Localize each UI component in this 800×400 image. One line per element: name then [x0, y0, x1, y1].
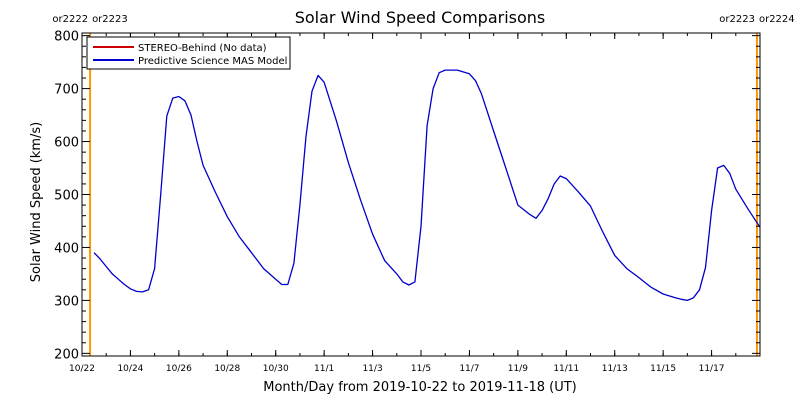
x-tick-label: 11/15 — [650, 364, 676, 374]
y-tick-label: 200 — [54, 347, 79, 362]
x-tick-label: 11/7 — [459, 364, 479, 374]
x-tick-label: 11/17 — [699, 364, 725, 374]
axes: 200 300 400 500 600 700 800 10/22 10/24 10/26 10/2… — [54, 30, 761, 374]
plot-area — [93, 69, 761, 302]
y-tick-label: 500 — [54, 189, 79, 204]
y-tick-label: 700 — [54, 83, 79, 98]
x-tick-label: 10/28 — [214, 364, 240, 374]
y-tick-label: 800 — [54, 30, 79, 45]
rotation-marker-label: or2223 — [719, 14, 755, 25]
rotation-marker-label: or2223 — [92, 14, 128, 25]
x-tick-label: 11/11 — [553, 364, 579, 374]
x-axis-label: Month/Day from 2019-10-22 to 2019-11-18 … — [263, 380, 576, 395]
x-tick-label: 10/26 — [166, 364, 192, 374]
y-tick-label: 400 — [54, 241, 79, 256]
plot-frame — [81, 32, 761, 357]
y-axis-label: Solar Wind Speed (km/s) — [29, 122, 44, 282]
x-tick-label: 10/24 — [117, 364, 143, 374]
rotation-marker-label: or2222 — [52, 14, 88, 25]
legend-label-stereo: STEREO-Behind (No data) — [138, 43, 267, 54]
legend-label-mas: Predictive Science MAS Model — [138, 56, 287, 67]
legend-box — [86, 36, 291, 70]
chart-title: Solar Wind Speed Comparisons — [295, 8, 546, 27]
x-tick-label: 11/1 — [314, 364, 334, 374]
x-tick-label: 11/13 — [602, 364, 628, 374]
x-tick-label: 10/30 — [263, 364, 289, 374]
x-tick-label: 11/9 — [508, 364, 528, 374]
x-tick-label: 11/5 — [411, 364, 431, 374]
legend: STEREO-Behind (No data) Predictive Scien… — [86, 36, 291, 70]
x-tick-label: 11/3 — [362, 364, 382, 374]
y-tick-label: 600 — [54, 136, 79, 151]
rotation-marker-label: or2224 — [759, 14, 795, 25]
series-line-1 — [93, 69, 761, 302]
y-tick-label: 300 — [54, 294, 79, 309]
x-tick-label: 10/22 — [69, 364, 95, 374]
